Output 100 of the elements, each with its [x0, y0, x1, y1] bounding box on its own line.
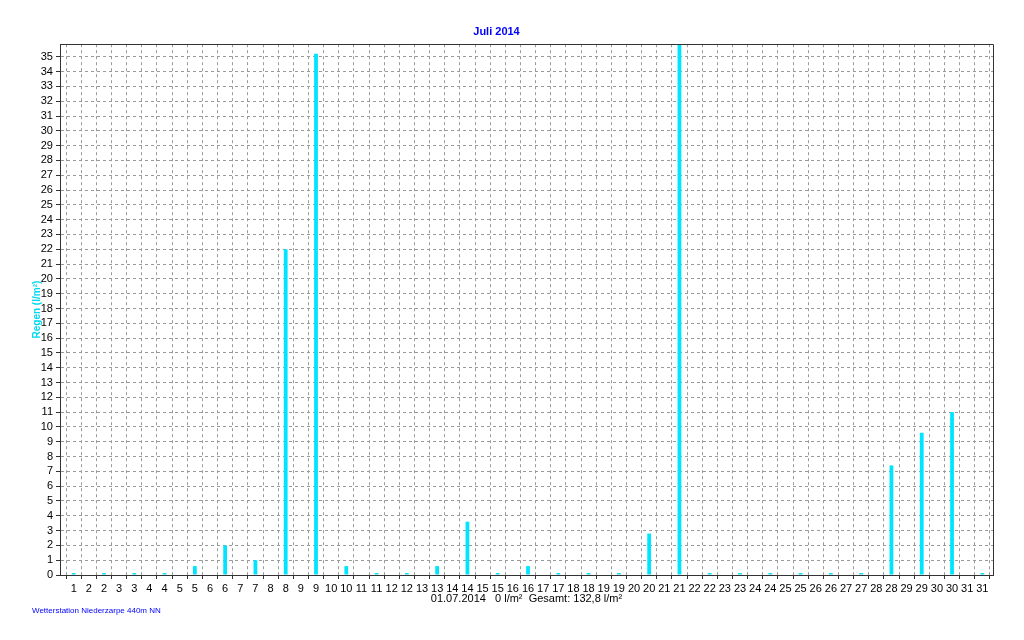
x-tick-label: 19	[597, 581, 610, 594]
x-tick-label: 2	[85, 581, 92, 594]
y-tick-label: 23	[40, 227, 53, 240]
x-tick-label: 16	[506, 581, 519, 594]
x-tick-label: 18	[582, 581, 595, 594]
x-tick-label: 23	[718, 581, 732, 594]
x-tick-label: 26	[809, 581, 822, 594]
x-tick-label: 11	[355, 581, 368, 594]
x-tick-label: 25	[779, 581, 792, 594]
x-tick-label: 26	[824, 581, 838, 594]
y-tick-label: 5	[46, 494, 53, 506]
y-tick-label: 6	[46, 479, 53, 492]
x-tick-label: 14	[446, 581, 459, 594]
y-tick-label: 28	[40, 153, 53, 166]
x-tick-label: 21	[658, 581, 671, 594]
y-tick-label: 9	[46, 434, 53, 447]
x-tick-label: 6	[222, 581, 229, 594]
x-tick-label: 4	[146, 581, 153, 594]
y-tick-label: 15	[40, 345, 53, 358]
x-tick-label: 10	[340, 581, 353, 594]
y-tick-label: 13	[40, 375, 53, 388]
x-tick-label: 29	[915, 581, 928, 594]
y-tick-label: 3	[46, 523, 53, 536]
x-tick-label: 27	[855, 581, 868, 594]
bar	[647, 533, 652, 575]
text: 01.07.2014 0 l/m² Gesamt: 132,8 l/m²	[430, 592, 623, 605]
y-tick-label: 32	[40, 94, 53, 107]
x-tick-label: 20	[643, 581, 656, 594]
x-tick-label: 24	[764, 581, 777, 594]
x-tick-label: 3	[131, 581, 138, 594]
x-tick-label: 7	[237, 581, 244, 594]
x-tick-label: 8	[282, 581, 289, 594]
x-tick-label: 12	[385, 581, 398, 594]
x-tick-label: 5	[191, 581, 198, 594]
y-tick-label: 8	[46, 449, 53, 462]
x-tick-label: 7	[252, 581, 259, 594]
x-tick-label: 24	[749, 581, 762, 594]
x-tick-label: 17	[552, 581, 565, 594]
bar	[314, 53, 318, 575]
x-tick-label: 4	[161, 581, 168, 594]
x-tick-label: 21	[673, 581, 686, 594]
y-tick-label: 17	[40, 316, 53, 329]
x-tick-label: 12	[400, 581, 413, 594]
x-tick-label: 11	[370, 581, 383, 594]
chart-title: Juli 2014	[473, 24, 521, 37]
x-tick-label: 27	[839, 581, 853, 594]
y-tick-label: 1	[46, 553, 53, 566]
x-tick-label: 28	[885, 581, 898, 594]
y-tick-label: 27	[40, 168, 53, 181]
x-tick-label: 22	[703, 581, 716, 594]
x-tick-label: 14	[461, 581, 474, 594]
x-tick-label: 15	[476, 581, 489, 594]
x-tick-label: 2	[100, 581, 108, 594]
bar	[526, 566, 530, 575]
bar	[192, 566, 197, 575]
y-tick-label: 31	[40, 109, 53, 122]
y-tick-label: 4	[46, 508, 53, 521]
y-tick-label: 35	[40, 49, 53, 62]
y-tick-label: 30	[40, 123, 53, 136]
x-tick-label: 3	[116, 581, 123, 594]
y-tick-label: 34	[40, 64, 53, 77]
y-tick-label: 25	[40, 197, 53, 210]
y-tick-label: 29	[40, 138, 53, 151]
x-tick-label: 17	[537, 581, 550, 594]
x-tick-label: 30	[930, 581, 944, 594]
y-tick-label: 33	[40, 79, 53, 92]
x-tick-label: 5	[176, 581, 183, 594]
x-tick-label: 25	[794, 581, 807, 594]
x-tick-label: 8	[267, 581, 274, 594]
x-tick-label: 29	[900, 581, 913, 594]
x-tick-label: 22	[688, 581, 701, 594]
x-tick-label: 13	[431, 581, 444, 594]
y-tick-label: 12	[40, 390, 53, 403]
bar	[435, 566, 440, 575]
x-tick-label: 28	[870, 581, 883, 594]
y-tick-label: 26	[40, 183, 53, 196]
x-tick-label: 20	[627, 581, 641, 594]
x-tick-label: 23	[733, 581, 747, 594]
x-tick-label: 1	[70, 581, 77, 594]
y-tick-label: 24	[40, 212, 53, 225]
bar	[283, 249, 288, 575]
x-tick-label: 10	[325, 581, 338, 594]
bar	[344, 566, 349, 575]
bar	[950, 412, 954, 575]
x-tick-label: 30	[945, 581, 959, 594]
y-tick-label: 0	[46, 568, 53, 581]
y-tick-label: 19	[40, 286, 53, 299]
x-tick-label: 18	[567, 581, 580, 594]
x-tick-label: 13	[415, 581, 429, 594]
text: Wetterstation Niederzarpe 440m NN	[32, 606, 162, 616]
x-tick-label: 16	[521, 581, 535, 594]
y-axis-title: Regen (l/m²)	[30, 280, 42, 339]
x-tick-label: 9	[297, 581, 304, 594]
y-tick-label: 7	[46, 464, 53, 477]
x-tick-label: 31	[976, 581, 989, 594]
y-tick-label: 10	[40, 419, 53, 432]
x-tick-label: 9	[312, 581, 320, 594]
y-tick-label: 2	[46, 538, 53, 551]
x-tick-label: 19	[612, 581, 625, 594]
bar	[919, 432, 924, 575]
